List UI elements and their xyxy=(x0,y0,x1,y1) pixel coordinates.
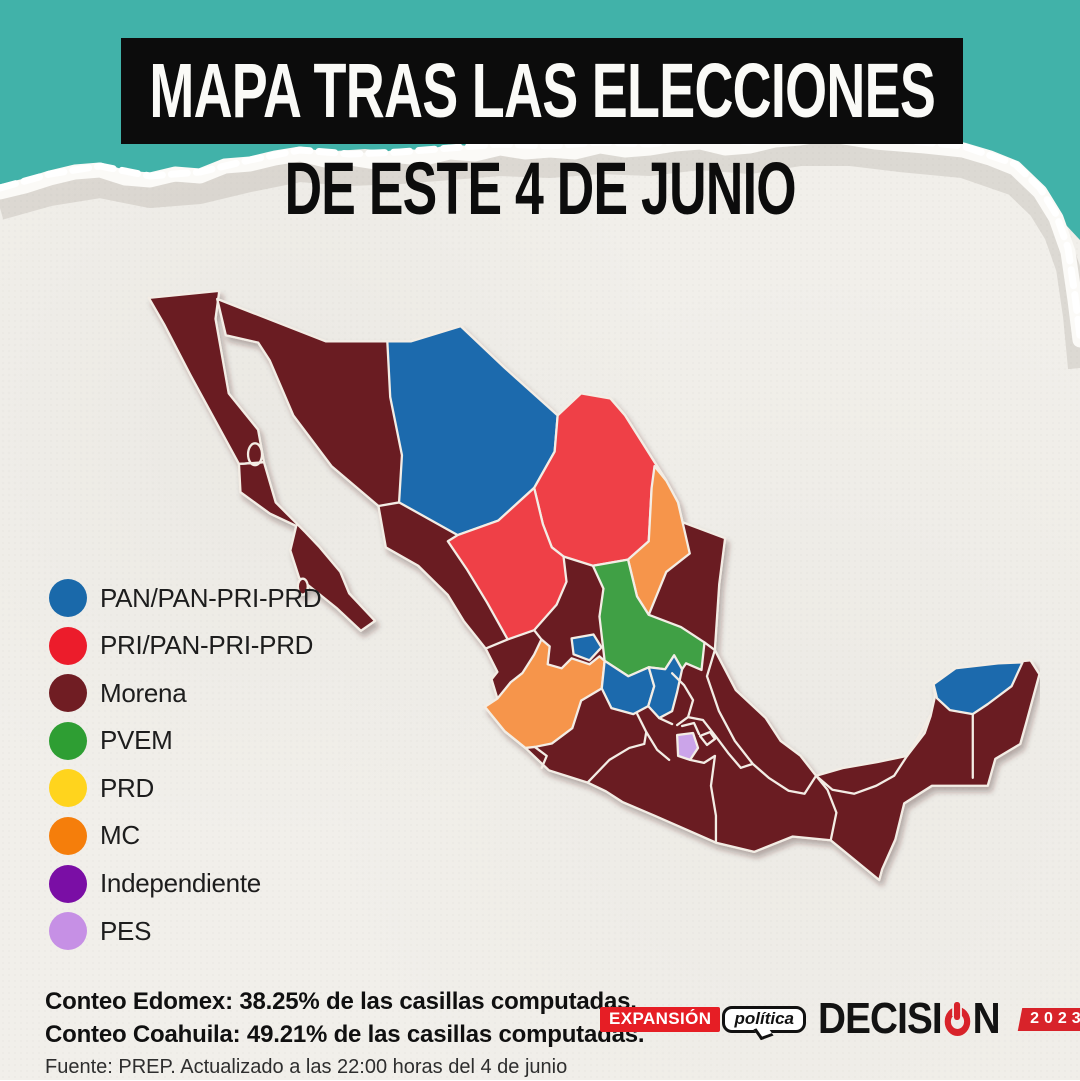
mexico-election-map xyxy=(147,289,1040,882)
legend-color-dot xyxy=(49,769,87,808)
island-tiburon xyxy=(246,442,264,467)
legend-item-label: Independiente xyxy=(100,868,261,899)
legend-item-pri: PRI/PAN-PRI-PRD xyxy=(49,626,321,665)
title-line-2-wrap: DE ESTE 4 DE JUNIO xyxy=(0,146,1080,231)
decision-text-right: N xyxy=(972,994,1001,1043)
legend-item-mc: MC xyxy=(49,816,321,855)
branding-bar: EXPANSIÓN política DECISI N 2023 xyxy=(600,994,1080,1044)
legend-item-label: PRI/PAN-PRI-PRD xyxy=(100,630,314,661)
legend-color-dot xyxy=(49,912,87,951)
year-badge-text: 2023 xyxy=(1030,1009,1080,1027)
legend-item-pan: PAN/PAN-PRI-PRD xyxy=(49,579,322,617)
legend-color-dot xyxy=(49,579,87,617)
legend-color-dot xyxy=(49,721,87,760)
state-yucatan xyxy=(932,661,1024,716)
power-bar xyxy=(954,1001,961,1020)
legend-color-dot xyxy=(49,626,87,665)
legend-color-dot xyxy=(49,816,87,855)
torn-edge-shadow xyxy=(0,142,1080,370)
title-line-1: MAPA TRAS LAS ELECCIONES xyxy=(149,47,935,134)
legend-item-label: MC xyxy=(100,820,140,851)
state-aguascalientes xyxy=(570,633,603,662)
legend-item-pvem: PVEM xyxy=(49,721,321,760)
legend-item-independiente: Independiente xyxy=(49,864,321,903)
decision-logo: DECISI N xyxy=(818,994,1001,1044)
legend-item-label: Morena xyxy=(100,677,187,708)
legend-item-pes: PES xyxy=(49,912,321,951)
internal-state-borders xyxy=(237,461,974,844)
politica-text: política xyxy=(734,1009,794,1028)
title-banner: MAPA TRAS LAS ELECCIONES xyxy=(121,38,963,144)
legend-item-label: PAN/PAN-PRI-PRD xyxy=(100,582,322,613)
legend-color-dot xyxy=(49,864,87,903)
expansion-logo: EXPANSIÓN xyxy=(600,1006,721,1032)
decision-text-left: DECISI xyxy=(818,994,943,1043)
state-baja-california xyxy=(147,289,266,466)
title-line-2: DE ESTE 4 DE JUNIO xyxy=(284,147,796,230)
legend-item-label: PES xyxy=(100,915,152,946)
state-queretaro xyxy=(647,654,684,720)
state-baja-california-sur xyxy=(237,461,377,632)
state-durango xyxy=(446,486,568,641)
state-morelos xyxy=(675,731,700,762)
legend-item-label: PVEM xyxy=(100,725,173,756)
power-button-icon xyxy=(944,1001,971,1037)
conteo-edomex: Conteo Edomex: 38.25% de las casillas co… xyxy=(45,988,637,1015)
expansion-logo-text: EXPANSIÓN xyxy=(609,1009,712,1028)
state-jalisco xyxy=(483,638,606,750)
legend-item-morena: Morena xyxy=(49,674,321,713)
legend: PAN/PAN-PRI-PRD PRI/PAN-PRI-PRD Morena P… xyxy=(49,579,322,960)
legend-item-prd: PRD xyxy=(49,769,321,808)
conteo-coahuila: Conteo Coahuila: 49.21% de las casillas … xyxy=(45,1020,645,1048)
year-badge: 2023 xyxy=(1018,1007,1080,1031)
source-note: Fuente: PREP. Actualizado a las 22:00 ho… xyxy=(45,1056,568,1079)
legend-color-dot xyxy=(49,674,87,713)
island-bcs xyxy=(296,577,309,596)
politica-bubble: política xyxy=(722,1005,806,1033)
legend-item-label: PRD xyxy=(100,772,154,803)
footer: Conteo Edomex: 38.25% de las casillas co… xyxy=(45,986,645,1081)
